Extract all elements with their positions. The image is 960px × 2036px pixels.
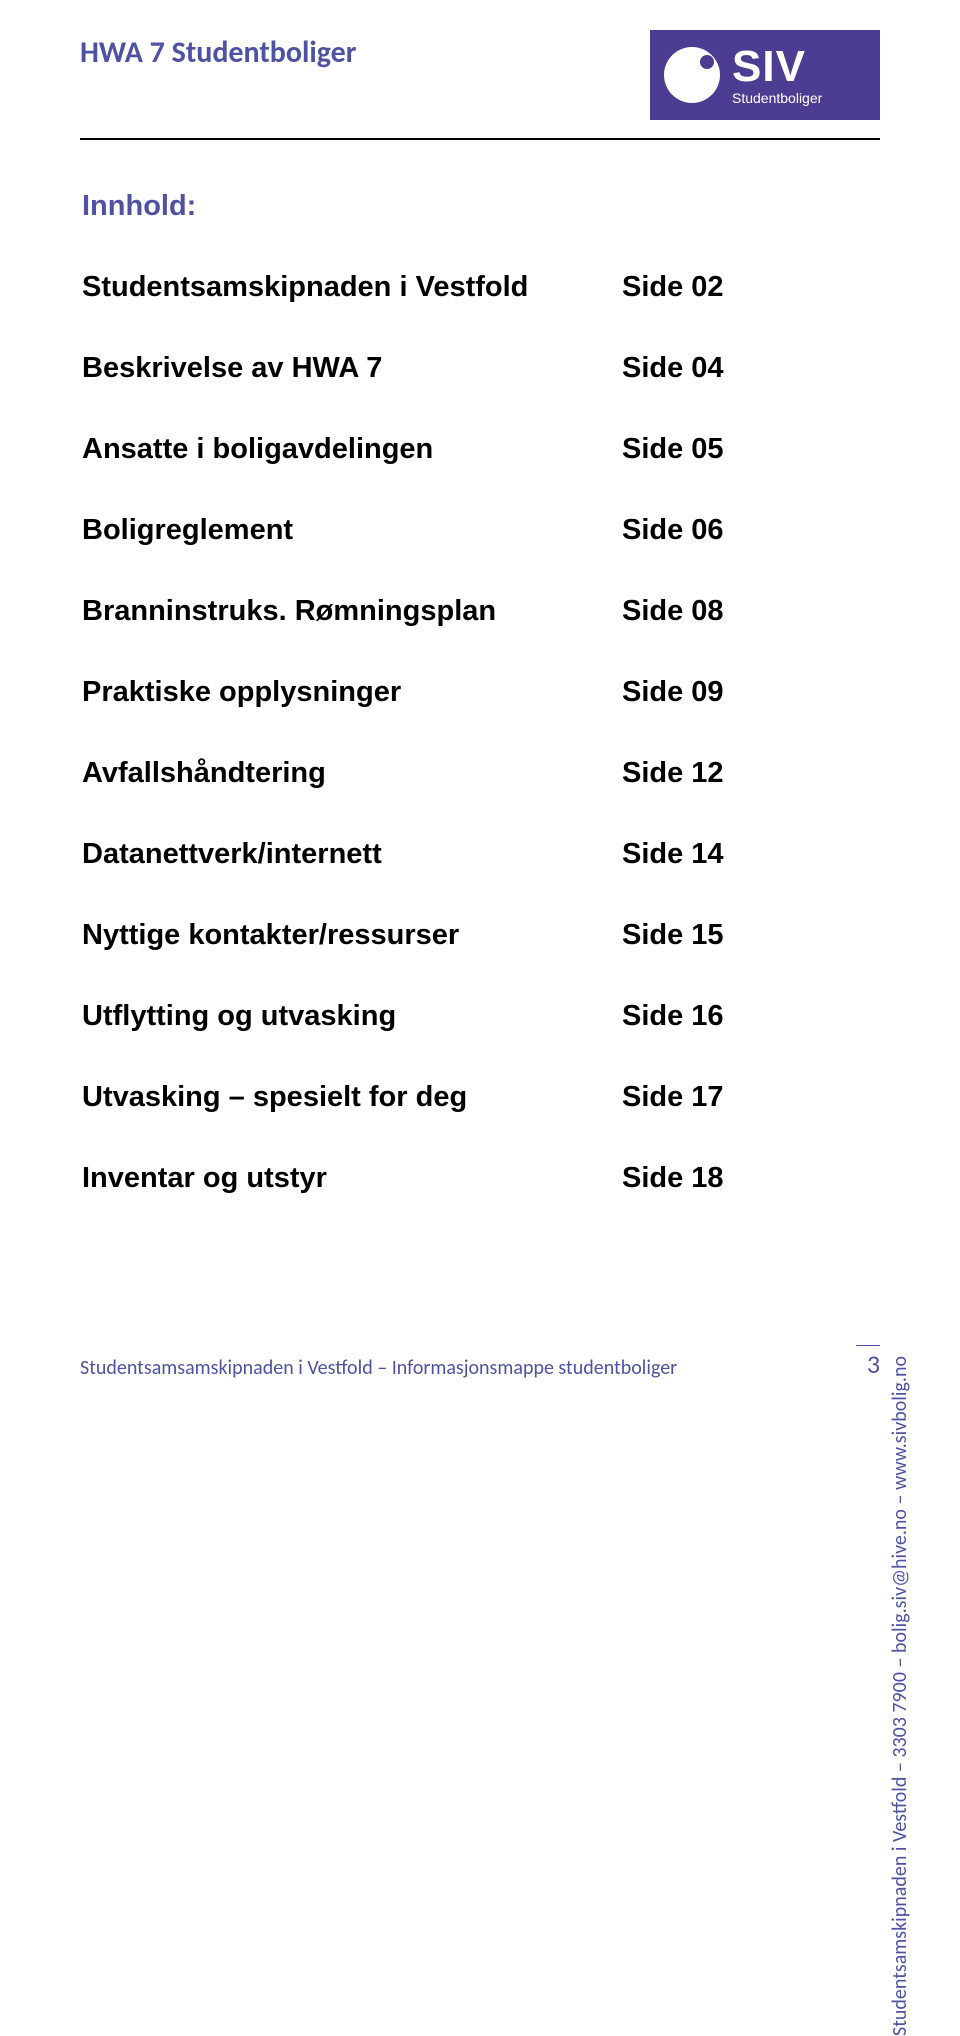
toc-page: Side 15 xyxy=(622,919,724,952)
logo-main-text: SIV xyxy=(732,45,822,89)
logo-circle-icon xyxy=(664,47,720,103)
toc-label: Studentsamskipnaden i Vestfold xyxy=(82,271,622,304)
toc-row: Utvasking – spesielt for deg Side 17 xyxy=(82,1081,880,1114)
toc-row: Studentsamskipnaden i Vestfold Side 02 xyxy=(82,271,880,304)
toc-page: Side 16 xyxy=(622,1000,724,1033)
side-contact-info: Studentsamskipnaden i Vestfold – 3303 79… xyxy=(888,1356,912,2036)
toc-page: Side 08 xyxy=(622,595,724,628)
toc-label: Utvasking – spesielt for deg xyxy=(82,1081,622,1114)
toc-row: Utflytting og utvasking Side 16 xyxy=(82,1000,880,1033)
toc-row: Beskrivelse av HWA 7 Side 04 xyxy=(82,352,880,385)
document-title: HWA 7 Studentboliger xyxy=(80,30,356,71)
toc-label: Praktiske opplysninger xyxy=(82,676,622,709)
toc-label: Ansatte i boligavdelingen xyxy=(82,433,622,466)
toc-page: Side 12 xyxy=(622,757,724,790)
toc-page: Side 17 xyxy=(622,1081,724,1114)
toc-row: Inventar og utstyr Side 18 xyxy=(82,1162,880,1195)
footer-text: Studentsamsamskipnaden i Vestfold – Info… xyxy=(80,1356,677,1380)
toc-page: Side 06 xyxy=(622,514,724,547)
toc-label: Beskrivelse av HWA 7 xyxy=(82,352,622,385)
footer: Studentsamsamskipnaden i Vestfold – Info… xyxy=(80,1345,880,1380)
siv-logo: SIV Studentboliger xyxy=(650,30,880,120)
toc-page: Side 05 xyxy=(622,433,724,466)
toc-label: Utflytting og utvasking xyxy=(82,1000,622,1033)
toc-row: Boligreglement Side 06 xyxy=(82,514,880,547)
page-container: HWA 7 Studentboliger SIV Studentboliger … xyxy=(0,0,960,1408)
toc-label: Nyttige kontakter/ressurser xyxy=(82,919,622,952)
toc-page: Side 02 xyxy=(622,271,724,304)
toc-label: Boligreglement xyxy=(82,514,622,547)
toc-heading: Innhold: xyxy=(82,190,880,223)
toc-page: Side 18 xyxy=(622,1162,724,1195)
toc-label: Datanettverk/internett xyxy=(82,838,622,871)
toc-label: Branninstruks. Rømningsplan xyxy=(82,595,622,628)
logo-sub-text: Studentboliger xyxy=(732,91,822,105)
header: HWA 7 Studentboliger SIV Studentboliger xyxy=(80,30,880,120)
toc-row: Datanettverk/internett Side 14 xyxy=(82,838,880,871)
toc-row: Praktiske opplysninger Side 09 xyxy=(82,676,880,709)
toc-page: Side 14 xyxy=(622,838,724,871)
toc-label: Avfallshåndtering xyxy=(82,757,622,790)
page-number: 3 xyxy=(856,1345,880,1380)
toc-row: Ansatte i boligavdelingen Side 05 xyxy=(82,433,880,466)
toc-label: Inventar og utstyr xyxy=(82,1162,622,1195)
toc-row: Nyttige kontakter/ressurser Side 15 xyxy=(82,919,880,952)
toc-page: Side 09 xyxy=(622,676,724,709)
toc-page: Side 04 xyxy=(622,352,724,385)
toc-content: Innhold: Studentsamskipnaden i Vestfold … xyxy=(80,190,880,1195)
logo-dot-icon xyxy=(700,55,714,69)
logo-text: SIV Studentboliger xyxy=(732,45,822,105)
toc-row: Branninstruks. Rømningsplan Side 08 xyxy=(82,595,880,628)
header-divider xyxy=(80,138,880,140)
toc-row: Avfallshåndtering Side 12 xyxy=(82,757,880,790)
